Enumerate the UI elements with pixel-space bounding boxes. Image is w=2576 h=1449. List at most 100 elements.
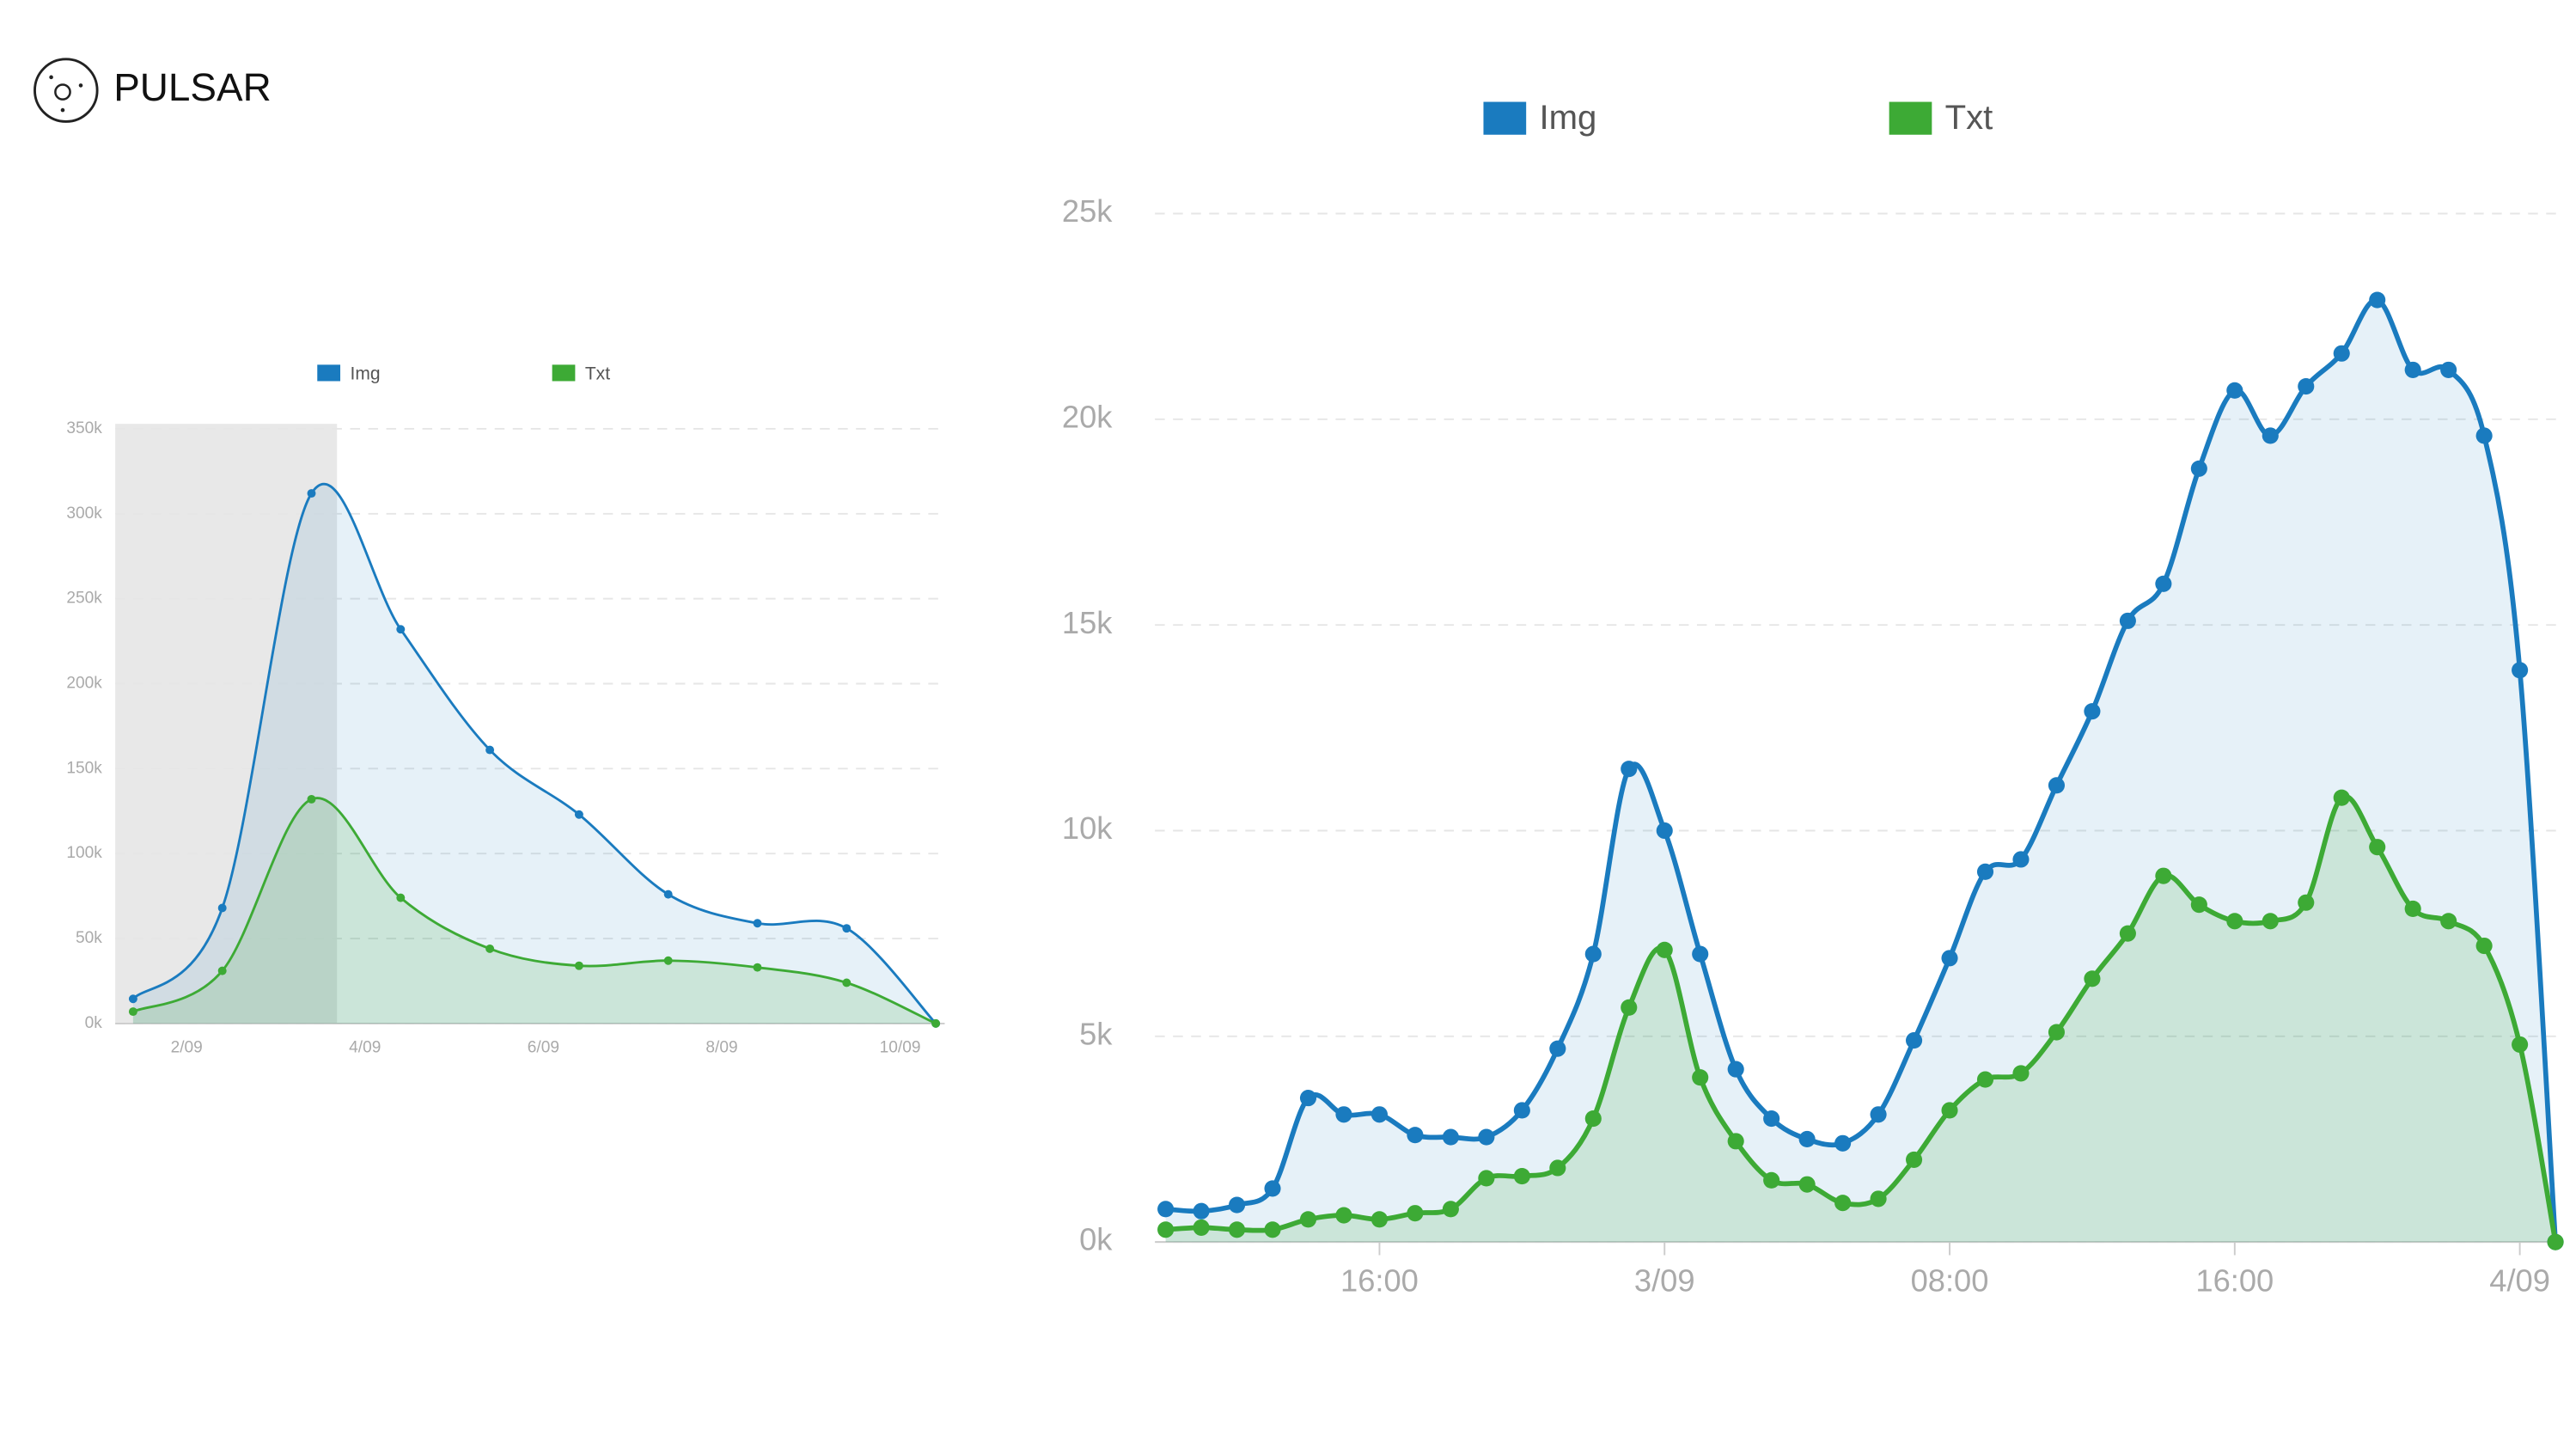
data-point [1442, 1128, 1459, 1146]
legend-label: Txt [585, 364, 610, 383]
data-point [307, 489, 316, 498]
y-tick-label: 20k [1062, 399, 1113, 434]
data-point [2298, 894, 2315, 911]
data-point [1834, 1134, 1852, 1152]
data-point [2404, 361, 2421, 378]
data-point [1692, 945, 1709, 963]
data-point [2119, 612, 2136, 629]
data-point [1193, 1202, 1210, 1220]
data-point [1513, 1102, 1530, 1119]
data-point [1834, 1195, 1852, 1212]
area [1165, 299, 2556, 1243]
data-point [753, 963, 762, 972]
data-point [1763, 1171, 1780, 1189]
data-point [2012, 851, 2030, 868]
data-point [1941, 1102, 1958, 1119]
chart: 0k 5k 10k 15k 20k 25k 16:00 3/09 08:00 16:00 4/09 I… [1062, 98, 2564, 1299]
data-point [1798, 1130, 1816, 1148]
data-point [2440, 913, 2457, 930]
data-point [1656, 941, 1673, 958]
x-tick-label: 08:00 [1911, 1263, 1989, 1299]
data-point [1584, 1110, 1602, 1128]
x-tick-label: 4/09 [2489, 1263, 2550, 1299]
data-point [128, 1007, 137, 1017]
data-point [2155, 867, 2172, 884]
area [132, 484, 937, 1024]
x-tick-label: 3/09 [1634, 1263, 1695, 1299]
data-point [2048, 1024, 2066, 1041]
data-point [217, 903, 227, 913]
data-point [2369, 839, 2386, 856]
data-point [1264, 1180, 1281, 1197]
logo-icon-dot [78, 83, 83, 88]
area [132, 798, 937, 1024]
data-point [2012, 1065, 2030, 1082]
data-point [1727, 1061, 1744, 1078]
data-point [753, 919, 762, 928]
data-point [2475, 937, 2493, 955]
data-point [1157, 1221, 1175, 1238]
data-point [2333, 345, 2350, 362]
data-point [2119, 925, 2136, 942]
data-point [2475, 427, 2493, 444]
data-point [2084, 703, 2101, 720]
data-point [1407, 1127, 1424, 1144]
data-point [2298, 377, 2315, 395]
data-point [1976, 863, 1994, 880]
data-point [1228, 1221, 1246, 1238]
data-point [1692, 1069, 1709, 1086]
legend-swatch [1889, 101, 1932, 135]
data-point [2404, 900, 2421, 917]
data-point [574, 961, 583, 970]
data-point [1870, 1106, 1887, 1123]
data-point [1335, 1106, 1352, 1123]
data-point [1621, 999, 1638, 1016]
data-point [663, 956, 673, 965]
data-point [1549, 1159, 1566, 1177]
data-point [1299, 1090, 1317, 1107]
data-point [396, 893, 406, 902]
y-tick-label: 10k [1062, 810, 1113, 846]
data-point [1905, 1032, 1923, 1049]
data-point [1157, 1201, 1175, 1218]
data-point [931, 1018, 941, 1028]
data-point [2084, 970, 2101, 987]
series-line [132, 797, 937, 1025]
y-tick-label: 15k [1062, 605, 1113, 640]
legend-label: Img [1539, 98, 1596, 137]
data-point [2155, 575, 2172, 592]
data-point [485, 944, 495, 953]
legend-swatch [552, 364, 576, 382]
data-point [2512, 662, 2529, 679]
data-point [2547, 1233, 2564, 1250]
data-point [1442, 1201, 1459, 1218]
data-point [2333, 789, 2350, 806]
data-point [2048, 777, 2066, 794]
data-point [1763, 1110, 1780, 1128]
data-point [2226, 913, 2243, 930]
y-tick-label: 0k [1079, 1222, 1113, 1257]
y-tick-label: 200k [66, 675, 102, 693]
logo: PULSAR [34, 58, 272, 123]
data-point [1370, 1106, 1389, 1123]
x-tick-label: 2/09 [171, 1039, 203, 1057]
x-tick-label: 8/09 [705, 1039, 737, 1057]
logo-icon-core [54, 83, 71, 101]
data-point [663, 890, 673, 899]
x-tick-label: 16:00 [2195, 1263, 2274, 1299]
data-point [1870, 1190, 1887, 1208]
area [1165, 796, 2556, 1243]
data-point [1370, 1211, 1389, 1228]
x-tick-label: 10/09 [880, 1039, 921, 1057]
data-point [485, 745, 495, 755]
data-point [2226, 382, 2243, 399]
data-point [128, 994, 137, 1004]
data-point [1656, 822, 1673, 840]
x-tick-label: 16:00 [1340, 1263, 1419, 1299]
data-point [1478, 1128, 1495, 1146]
data-point [1264, 1221, 1281, 1238]
data-point [1513, 1168, 1530, 1185]
data-point [2190, 896, 2207, 914]
data-point [1727, 1133, 1744, 1150]
